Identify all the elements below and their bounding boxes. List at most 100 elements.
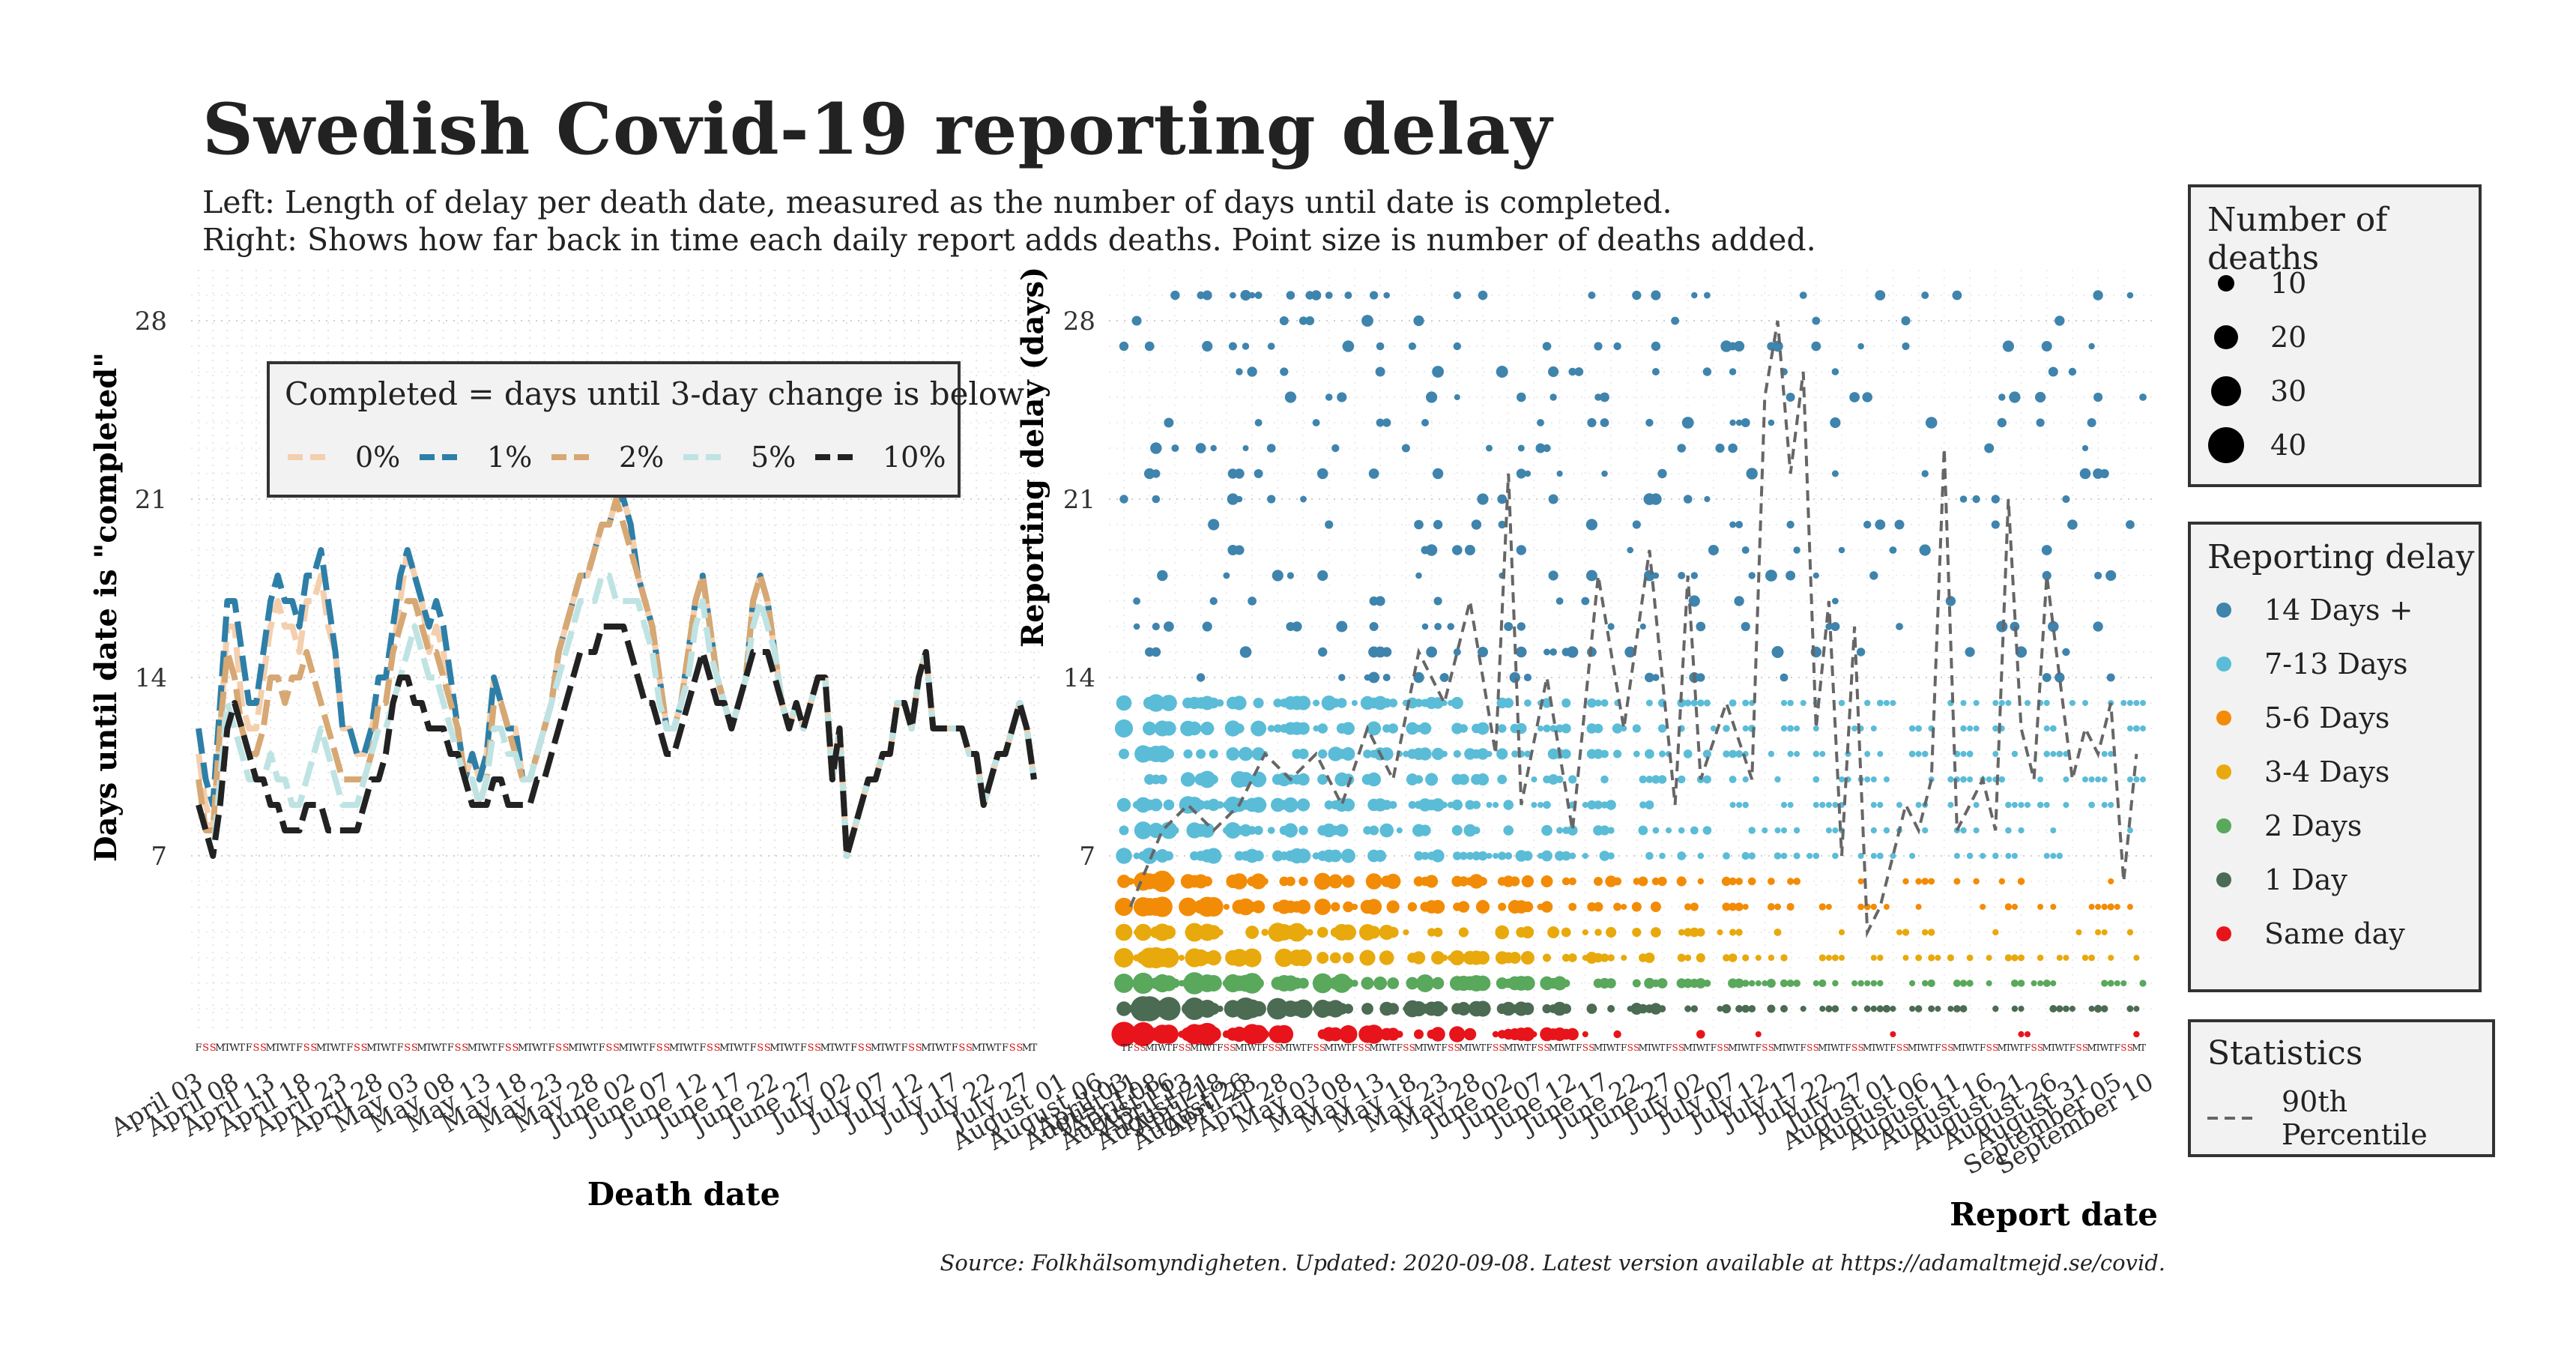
data-point <box>1600 418 1609 427</box>
legend-label-2%: 2% <box>619 441 664 474</box>
data-point <box>1561 749 1571 759</box>
data-point <box>1794 725 1801 731</box>
weekday-letter: S <box>1364 1042 1370 1053</box>
data-point <box>1170 978 1180 989</box>
weekday-letter: S <box>411 1042 418 1054</box>
data-point <box>1729 802 1736 808</box>
data-point <box>1465 800 1475 810</box>
data-point <box>1992 700 1999 706</box>
weekday-letter: S <box>605 1042 612 1054</box>
data-point <box>1991 520 2000 529</box>
data-point <box>1224 822 1242 839</box>
data-point <box>1298 876 1308 887</box>
data-point <box>1735 929 1743 936</box>
data-point <box>1581 597 1590 606</box>
data-point <box>1734 978 1744 989</box>
data-point <box>1116 797 1131 812</box>
data-point <box>1520 1027 1535 1042</box>
weekday-letter: W <box>1427 1042 1436 1053</box>
data-point <box>1453 291 1462 300</box>
data-point <box>2050 827 2057 833</box>
data-point <box>2093 392 2103 402</box>
data-point <box>1195 443 1206 453</box>
data-point <box>1567 825 1578 836</box>
data-point <box>1780 699 1788 707</box>
data-point <box>1114 719 1134 738</box>
weekday-letter: M <box>568 1042 578 1054</box>
data-point <box>1875 519 1886 530</box>
data-point <box>1652 572 1660 579</box>
data-point <box>1967 725 1974 731</box>
weekday-letter: S <box>1448 1042 1454 1053</box>
weekday-letter: W <box>1517 1042 1526 1053</box>
weekday-letter: W <box>582 1042 593 1054</box>
data-point <box>1205 975 1222 992</box>
data-point <box>1316 468 1328 480</box>
weekday-letter: F <box>1262 1042 1268 1053</box>
data-point <box>1690 902 1699 911</box>
data-point <box>1328 874 1343 889</box>
data-point <box>1521 875 1534 888</box>
data-point <box>2088 954 2096 962</box>
data-point <box>2088 1005 2095 1012</box>
data-point <box>1523 851 1533 861</box>
weekday-letter: M <box>1235 1042 1244 1053</box>
data-point <box>1373 977 1388 990</box>
data-point <box>2108 878 2114 884</box>
weekday-letter: S <box>202 1042 209 1054</box>
data-point <box>1119 495 1128 504</box>
data-point <box>1657 468 1667 479</box>
weekday-letter: T <box>1826 1042 1832 1053</box>
data-point <box>1338 674 1346 681</box>
data-point <box>1925 417 1938 429</box>
data-point <box>1870 802 1877 808</box>
data-point <box>1780 673 1789 682</box>
weekday-letter: S <box>1768 1042 1774 1053</box>
weekday-letter: W <box>1561 1042 1571 1053</box>
data-point <box>1914 1005 1923 1012</box>
data-point <box>1593 749 1603 759</box>
weekday-letter: M <box>316 1042 326 1054</box>
data-point <box>1812 316 1821 325</box>
data-point <box>1755 980 1762 986</box>
data-point <box>1702 826 1712 835</box>
data-point <box>1819 801 1826 809</box>
data-point <box>1606 800 1616 810</box>
data-point <box>2043 699 2050 707</box>
weekday-letter: W <box>1472 1042 1481 1053</box>
weekday-letter: F <box>850 1042 857 1054</box>
data-point <box>2041 545 2052 555</box>
data-point <box>2037 801 2044 809</box>
data-point <box>1340 924 1356 941</box>
weekday-letter: W <box>835 1042 845 1054</box>
data-point <box>1457 901 1470 913</box>
data-point <box>1418 747 1432 761</box>
data-point <box>1973 700 1980 706</box>
data-point <box>1275 948 1294 968</box>
weekday-letter: T <box>2018 1042 2024 1053</box>
data-point <box>1376 418 1385 427</box>
data-point <box>2126 776 2133 782</box>
weekday-letter: T <box>894 1042 901 1054</box>
weekday-letter: M <box>1863 1042 1872 1053</box>
data-point <box>1561 927 1571 938</box>
data-point <box>1382 674 1391 681</box>
data-point <box>1600 749 1609 758</box>
weekday-letter: S <box>260 1042 267 1054</box>
dot-icon <box>2214 325 2238 349</box>
data-point <box>1419 824 1431 836</box>
weekday-letter: M <box>215 1042 225 1054</box>
color-legend-label: 7-13 Days <box>2264 648 2408 680</box>
data-point <box>2133 700 2140 706</box>
data-point <box>1594 342 1603 351</box>
data-point <box>1862 392 1872 402</box>
data-point <box>2056 1005 2063 1012</box>
points-layer <box>1111 289 2147 1047</box>
data-point <box>1812 776 1820 783</box>
data-point <box>1203 897 1224 917</box>
data-point <box>1645 699 1653 707</box>
data-point <box>2126 827 2133 833</box>
data-point <box>1658 1005 1666 1012</box>
data-point <box>1431 798 1445 812</box>
data-point <box>2055 672 2065 683</box>
